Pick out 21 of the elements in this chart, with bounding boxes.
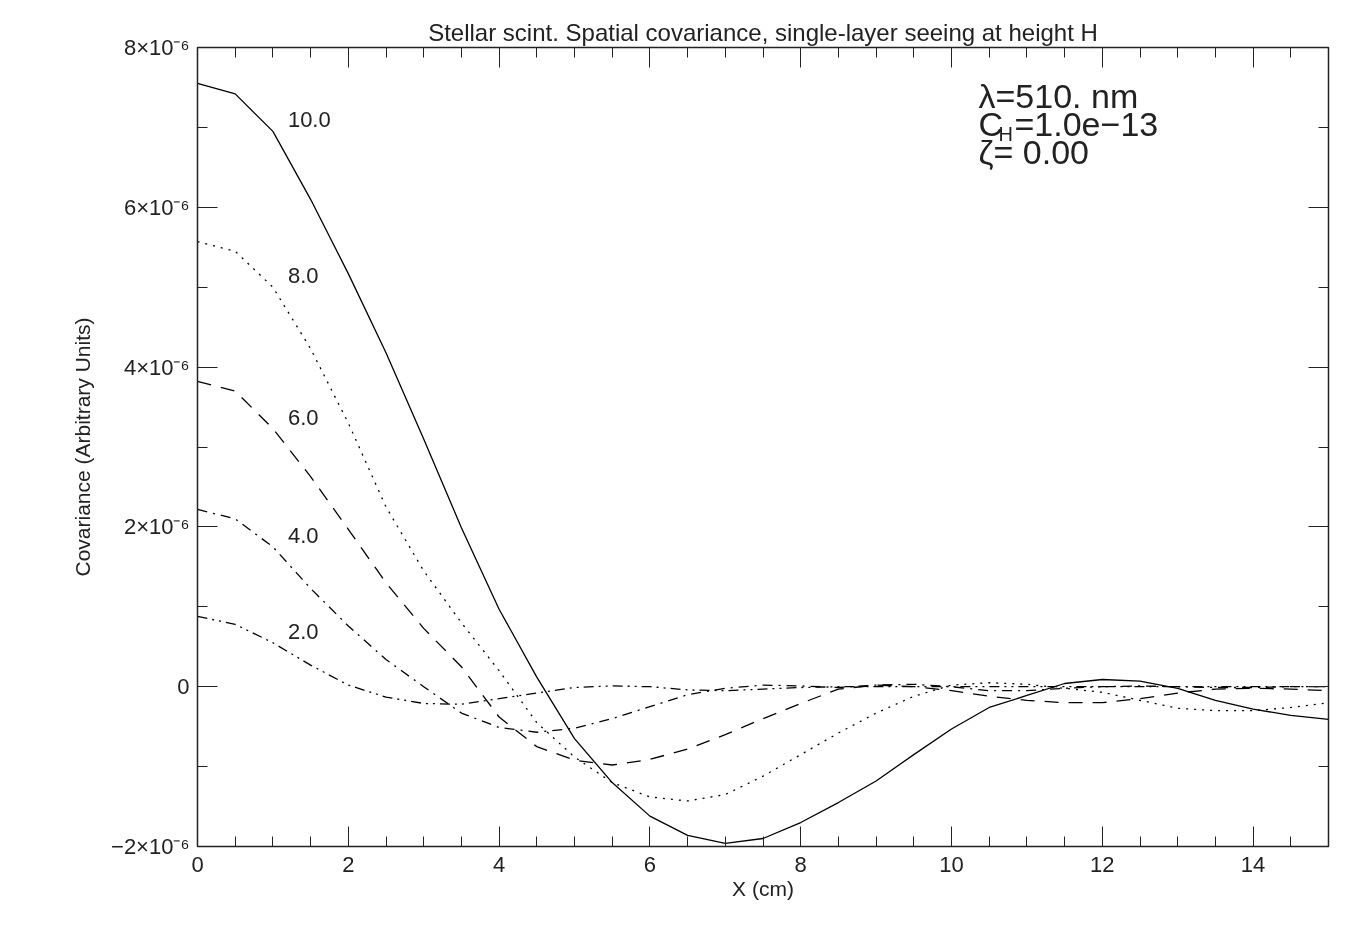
y-tick-label: 4×10⁻⁶ bbox=[123, 354, 190, 380]
y-tick-label: 2×10⁻⁶ bbox=[123, 514, 190, 540]
series-label: 6.0 bbox=[287, 404, 319, 430]
y-axis-title: Covariance (Arbitrary Units) bbox=[71, 317, 95, 577]
x-tick-label: 12 bbox=[1090, 851, 1115, 877]
x-tick-label: 14 bbox=[1240, 851, 1266, 877]
y-tick-label: 6×10⁻⁶ bbox=[123, 194, 190, 220]
series-label: 10.0 bbox=[287, 107, 331, 133]
x-tick-label: 8 bbox=[794, 851, 807, 877]
x-tick-label: 10 bbox=[939, 851, 964, 877]
y-tick-label: −2×10⁻⁶ bbox=[111, 834, 190, 859]
x-tick-label: 4 bbox=[492, 851, 506, 877]
series-label: 2.0 bbox=[287, 618, 319, 644]
x-axis-title: X (cm) bbox=[732, 876, 794, 900]
x-tick-label: 2 bbox=[342, 851, 355, 877]
series-label: 8.0 bbox=[287, 263, 319, 289]
y-tick-label: 8×10⁻⁶ bbox=[123, 35, 190, 60]
y-tick-label: 0 bbox=[177, 674, 190, 700]
x-tick-label: 6 bbox=[643, 851, 657, 877]
series-label: 4.0 bbox=[287, 522, 319, 548]
chart-title: Stellar scint. Spatial covariance, single-layer seeing at height H bbox=[428, 18, 1098, 46]
